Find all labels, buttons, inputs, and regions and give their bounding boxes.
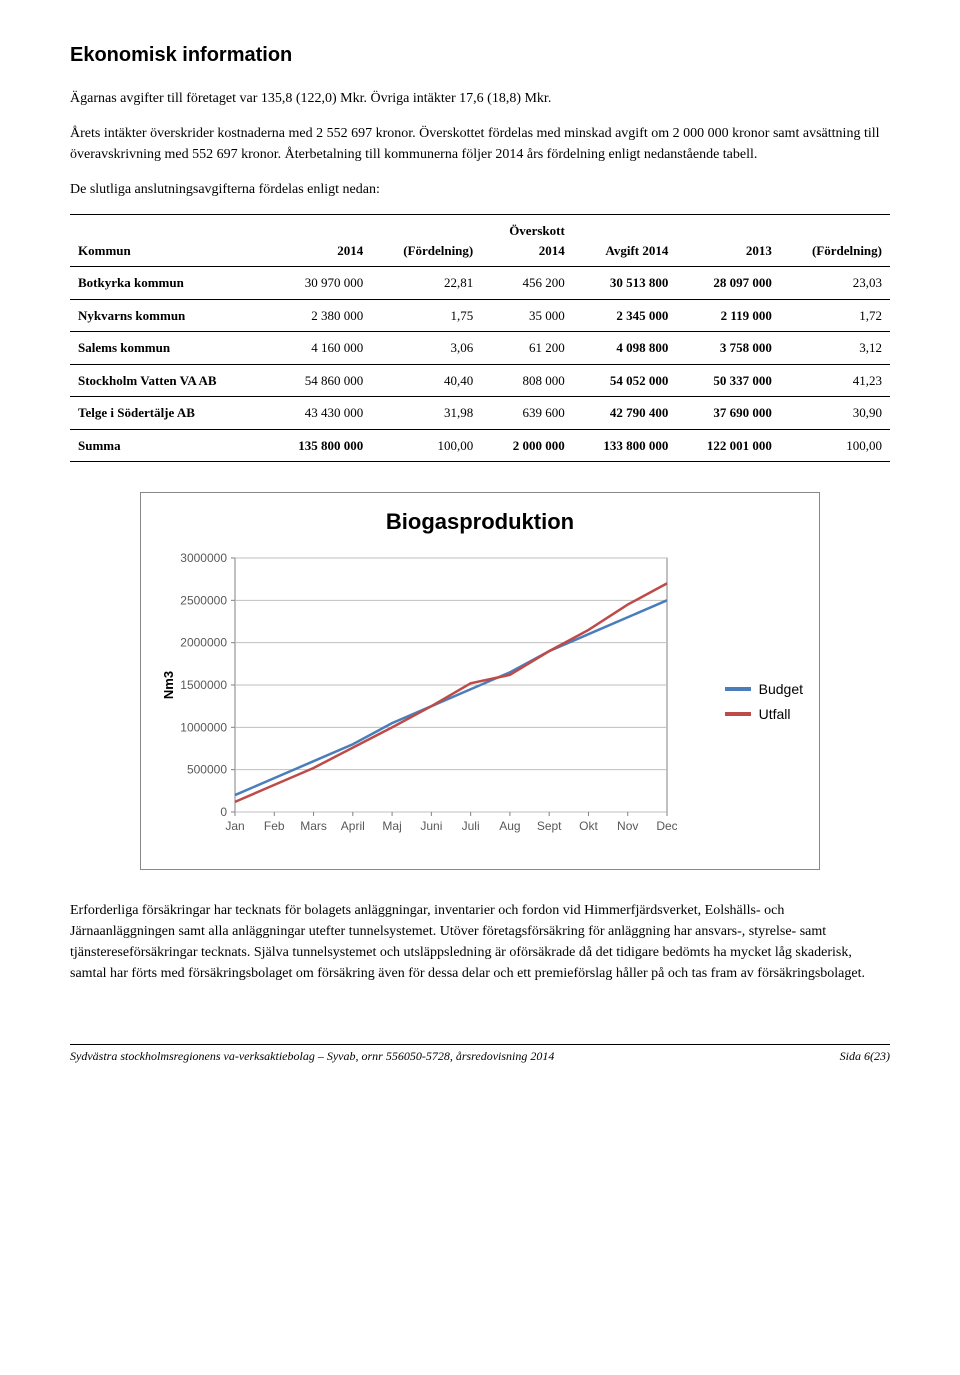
table-cell: Botkyrka kommun: [70, 267, 268, 300]
table-header: 2013: [676, 215, 780, 267]
table-cell: 40,40: [371, 364, 481, 397]
svg-text:3000000: 3000000: [180, 551, 227, 565]
table-cell: 31,98: [371, 397, 481, 430]
table-cell: Salems kommun: [70, 332, 268, 365]
chart-legend: Budget Utfall: [707, 675, 803, 729]
line-chart-svg: 0 500000 1000000 1500000 2000000 2500000 30000…: [157, 548, 677, 848]
table-cell: 30 970 000: [268, 267, 372, 300]
legend-item: Utfall: [725, 704, 803, 725]
table-cell: 100,00: [780, 429, 890, 462]
table-cell: 50 337 000: [676, 364, 780, 397]
svg-text:2500000: 2500000: [180, 593, 227, 607]
table-header: (Fördelning): [371, 215, 481, 267]
page-footer: Sydvästra stockholmsregionens va-verksak…: [70, 1044, 890, 1065]
table-cell: 4 098 800: [573, 332, 677, 365]
svg-text:0: 0: [220, 805, 227, 819]
table-row: Telge i Södertälje AB43 430 00031,98639 …: [70, 397, 890, 430]
table-cell: 2 380 000: [268, 299, 372, 332]
table-row: Nykvarns kommun2 380 0001,7535 0002 345 …: [70, 299, 890, 332]
table-cell: 30 513 800: [573, 267, 677, 300]
table-header: 2014: [268, 215, 372, 267]
paragraph-4: Erforderliga försäkringar har tecknats f…: [70, 900, 890, 984]
table-cell: 2 000 000: [481, 429, 573, 462]
svg-text:Dec: Dec: [656, 819, 677, 833]
legend-label: Budget: [759, 679, 803, 700]
footer-right: Sida 6(23): [840, 1047, 890, 1065]
table-cell: 61 200: [481, 332, 573, 365]
chart-plot: 0 500000 1000000 1500000 2000000 2500000 30000…: [157, 548, 707, 855]
svg-text:Maj: Maj: [382, 819, 401, 833]
table-summary-row: Summa135 800 000100,002 000 000133 800 0…: [70, 429, 890, 462]
table-cell: Stockholm Vatten VA AB: [70, 364, 268, 397]
table-cell: 3 758 000: [676, 332, 780, 365]
table-cell: 133 800 000: [573, 429, 677, 462]
svg-text:2000000: 2000000: [180, 636, 227, 650]
svg-text:Nm3: Nm3: [161, 671, 176, 699]
table-cell: 639 600: [481, 397, 573, 430]
table-cell: 4 160 000: [268, 332, 372, 365]
table-cell: 122 001 000: [676, 429, 780, 462]
legend-label: Utfall: [759, 704, 791, 725]
paragraph-2: Årets intäkter överskrider kostnaderna m…: [70, 123, 890, 165]
table-cell: 30,90: [780, 397, 890, 430]
legend-swatch: [725, 687, 751, 691]
table-cell: Summa: [70, 429, 268, 462]
legend-swatch: [725, 712, 751, 716]
table-cell: 42 790 400: [573, 397, 677, 430]
table-header: (Fördelning): [780, 215, 890, 267]
table-cell: Nykvarns kommun: [70, 299, 268, 332]
table-row: Salems kommun4 160 0003,0661 2004 098 80…: [70, 332, 890, 365]
biogas-chart-container: Biogasproduktion 0 500000 1000000 1500000 20…: [140, 492, 820, 870]
paragraph-1: Ägarnas avgifter till företaget var 135,…: [70, 88, 890, 109]
svg-text:Juli: Juli: [462, 819, 480, 833]
table-cell: 54 860 000: [268, 364, 372, 397]
svg-text:Mars: Mars: [300, 819, 327, 833]
svg-text:Jan: Jan: [225, 819, 244, 833]
table-cell: 37 690 000: [676, 397, 780, 430]
table-cell: 100,00: [371, 429, 481, 462]
table-cell: 41,23: [780, 364, 890, 397]
svg-text:Okt: Okt: [579, 819, 598, 833]
table-cell: 23,03: [780, 267, 890, 300]
table-row: Botkyrka kommun30 970 00022,81456 20030 …: [70, 267, 890, 300]
table-cell: 1,72: [780, 299, 890, 332]
table-cell: 35 000: [481, 299, 573, 332]
svg-text:500000: 500000: [187, 763, 227, 777]
table-cell: 456 200: [481, 267, 573, 300]
chart-title: Biogasproduktion: [157, 505, 803, 538]
table-cell: 3,06: [371, 332, 481, 365]
table-cell: 3,12: [780, 332, 890, 365]
table-row: Stockholm Vatten VA AB54 860 00040,40808…: [70, 364, 890, 397]
table-cell: 54 052 000: [573, 364, 677, 397]
table-cell: Telge i Södertälje AB: [70, 397, 268, 430]
svg-text:Sept: Sept: [537, 819, 562, 833]
svg-text:Juni: Juni: [420, 819, 442, 833]
svg-text:Aug: Aug: [499, 819, 520, 833]
table-cell: 22,81: [371, 267, 481, 300]
table-header: Avgift 2014: [573, 215, 677, 267]
table-cell: 43 430 000: [268, 397, 372, 430]
paragraph-3: De slutliga anslutningsavgifterna fördel…: [70, 179, 890, 200]
svg-text:April: April: [341, 819, 365, 833]
legend-item: Budget: [725, 679, 803, 700]
table-header: Kommun: [70, 215, 268, 267]
svg-text:1500000: 1500000: [180, 678, 227, 692]
svg-text:Feb: Feb: [264, 819, 285, 833]
allocation-table: Kommun2014(Fördelning)Överskott2014Avgif…: [70, 214, 890, 462]
table-cell: 28 097 000: [676, 267, 780, 300]
table-cell: 1,75: [371, 299, 481, 332]
footer-left: Sydvästra stockholmsregionens va-verksak…: [70, 1047, 554, 1065]
svg-text:Nov: Nov: [617, 819, 638, 833]
table-cell: 135 800 000: [268, 429, 372, 462]
table-cell: 2 345 000: [573, 299, 677, 332]
svg-text:1000000: 1000000: [180, 720, 227, 734]
page-title: Ekonomisk information: [70, 40, 890, 70]
table-header: Överskott2014: [481, 215, 573, 267]
table-cell: 2 119 000: [676, 299, 780, 332]
table-cell: 808 000: [481, 364, 573, 397]
